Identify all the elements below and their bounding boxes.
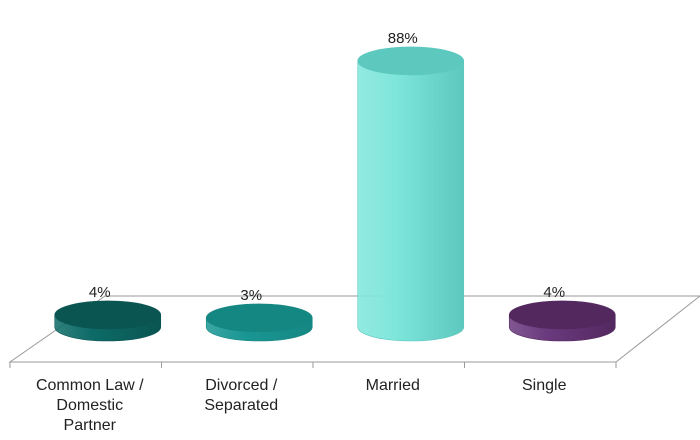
category-label: Common Law / Domestic Partner bbox=[36, 377, 144, 434]
bar-common-law-domestic-partner bbox=[54, 300, 162, 342]
category-labels: Common Law / Domestic Partner Divorced / Sep… bbox=[36, 377, 567, 434]
bar-married bbox=[357, 46, 465, 342]
value-label: 3% bbox=[240, 287, 262, 304]
value-labels: 4% 3% 88% 4% bbox=[89, 30, 565, 304]
bar-top bbox=[357, 46, 465, 76]
value-label: 88% bbox=[388, 30, 418, 47]
value-label: 4% bbox=[543, 284, 565, 301]
category-label: Married bbox=[366, 377, 420, 394]
bar-top bbox=[508, 300, 616, 330]
bar-body bbox=[357, 60, 465, 342]
category-label: Single bbox=[522, 377, 567, 394]
value-label: 4% bbox=[89, 284, 111, 301]
category-label: Divorced / Separated bbox=[204, 377, 278, 414]
bar-top bbox=[205, 303, 313, 333]
bars bbox=[54, 46, 616, 342]
bar-top bbox=[54, 300, 162, 330]
bar-single bbox=[508, 300, 616, 342]
bar-divorced-separated bbox=[205, 303, 313, 342]
